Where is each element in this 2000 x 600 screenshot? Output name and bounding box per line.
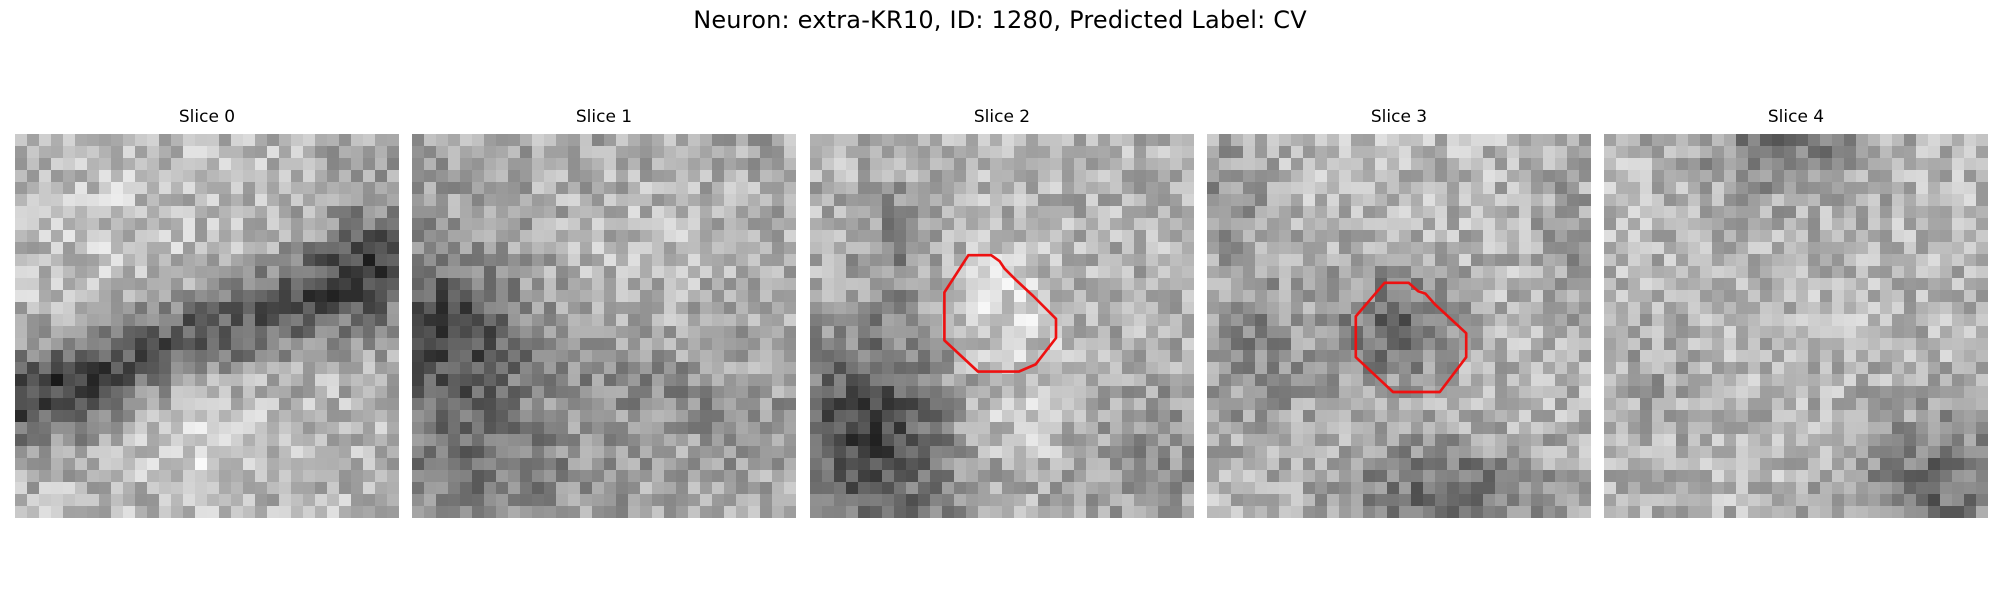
slice-image [1207, 134, 1591, 518]
slice-title: Slice 1 [575, 107, 633, 127]
figure-title: Neuron: extra-KR10, ID: 1280, Predicted … [693, 6, 1307, 34]
slice-image [15, 134, 399, 518]
slice-title: Slice 2 [973, 107, 1031, 127]
slice-title: Slice 0 [178, 107, 236, 127]
slice-image [1604, 134, 1988, 518]
slice-title: Slice 4 [1767, 107, 1825, 127]
slice-image [412, 134, 796, 518]
roi-contour [1354, 281, 1468, 394]
slice-title: Slice 3 [1370, 107, 1428, 127]
roi-contour [943, 253, 1058, 373]
slice-image [810, 134, 1194, 518]
